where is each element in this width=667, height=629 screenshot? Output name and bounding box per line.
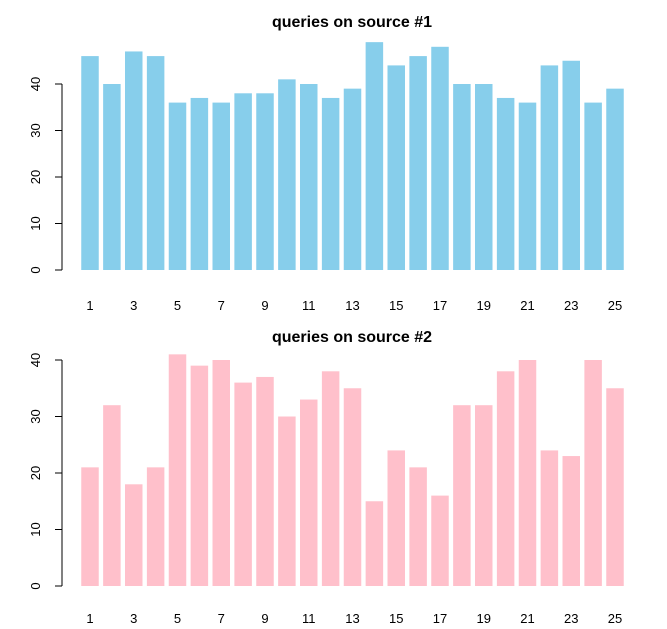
bar-2 bbox=[103, 405, 121, 586]
bar-4 bbox=[146, 56, 165, 270]
y-tick-label: 0 bbox=[28, 266, 43, 273]
bar-3 bbox=[125, 484, 143, 586]
bar-21 bbox=[518, 102, 537, 270]
bar-15 bbox=[387, 450, 405, 586]
bar-20 bbox=[496, 371, 515, 586]
x-tick-label: 17 bbox=[433, 611, 447, 626]
bar-7 bbox=[212, 102, 230, 270]
bar-22 bbox=[540, 65, 559, 271]
bar-2 bbox=[103, 84, 121, 270]
chart-title: queries on source #1 bbox=[272, 14, 432, 31]
bar-9 bbox=[256, 93, 274, 270]
x-tick-label: 17 bbox=[433, 298, 447, 313]
bar-13 bbox=[343, 388, 362, 586]
bar-14 bbox=[365, 42, 384, 271]
bar-25 bbox=[606, 88, 624, 271]
x-tick-label: 23 bbox=[564, 298, 578, 313]
bar-16 bbox=[409, 467, 427, 586]
bar-6 bbox=[190, 365, 209, 586]
y-tick-label: 30 bbox=[28, 409, 43, 423]
x-tick-label: 7 bbox=[218, 298, 225, 313]
bar-19 bbox=[475, 405, 493, 586]
bar-18 bbox=[453, 84, 471, 270]
y-tick-label: 30 bbox=[28, 123, 43, 137]
bar-18 bbox=[453, 405, 471, 586]
bar-25 bbox=[606, 388, 624, 586]
x-tick-label: 19 bbox=[477, 611, 491, 626]
bar-16 bbox=[409, 56, 427, 270]
bar-5 bbox=[168, 354, 187, 586]
y-tick-label: 40 bbox=[28, 353, 43, 367]
bar-4 bbox=[146, 467, 165, 586]
y-tick-label: 40 bbox=[28, 77, 43, 91]
x-tick-label: 23 bbox=[564, 611, 578, 626]
bar-23 bbox=[562, 456, 580, 586]
bar-7 bbox=[212, 360, 230, 586]
y-tick-label: 10 bbox=[28, 216, 43, 230]
bar-21 bbox=[518, 360, 537, 586]
x-tick-label: 1 bbox=[86, 611, 93, 626]
x-tick-label: 13 bbox=[345, 611, 359, 626]
bar-9 bbox=[256, 376, 274, 586]
bar-11 bbox=[300, 399, 318, 586]
x-tick-label: 15 bbox=[389, 611, 403, 626]
bar-6 bbox=[190, 97, 209, 270]
x-tick-label: 21 bbox=[520, 611, 534, 626]
bar-15 bbox=[387, 65, 405, 271]
x-tick-label: 9 bbox=[261, 298, 268, 313]
y-tick-label: 20 bbox=[28, 466, 43, 480]
bar-17 bbox=[431, 46, 449, 270]
x-tick-label: 25 bbox=[608, 298, 622, 313]
bar-1 bbox=[81, 467, 99, 586]
chart-title: queries on source #2 bbox=[272, 329, 432, 346]
bar-8 bbox=[234, 382, 252, 586]
x-tick-label: 21 bbox=[520, 298, 534, 313]
bar-10 bbox=[278, 79, 296, 270]
x-tick-label: 3 bbox=[130, 298, 137, 313]
x-tick-label: 7 bbox=[218, 611, 225, 626]
bar-10 bbox=[278, 416, 296, 586]
x-tick-label: 15 bbox=[389, 298, 403, 313]
bar-11 bbox=[300, 84, 318, 270]
x-tick-label: 19 bbox=[477, 298, 491, 313]
bar-20 bbox=[496, 97, 515, 270]
bar-12 bbox=[321, 371, 340, 586]
bar-13 bbox=[343, 88, 362, 271]
x-tick-label: 5 bbox=[174, 611, 181, 626]
bar-19 bbox=[475, 84, 493, 270]
bar-23 bbox=[562, 60, 580, 270]
x-tick-label: 1 bbox=[86, 298, 93, 313]
bar-12 bbox=[321, 97, 340, 270]
x-tick-label: 11 bbox=[302, 611, 316, 626]
x-tick-label: 9 bbox=[261, 611, 268, 626]
x-tick-label: 13 bbox=[345, 298, 359, 313]
x-tick-label: 3 bbox=[130, 611, 137, 626]
x-tick-label: 25 bbox=[608, 611, 622, 626]
x-tick-label: 11 bbox=[302, 298, 316, 313]
bar-8 bbox=[234, 93, 252, 270]
y-tick-label: 10 bbox=[28, 522, 43, 536]
bar-1 bbox=[81, 56, 99, 270]
bar-5 bbox=[168, 102, 187, 270]
bar-22 bbox=[540, 450, 559, 586]
bar-24 bbox=[584, 102, 602, 270]
y-tick-label: 0 bbox=[28, 582, 43, 589]
bar-14 bbox=[365, 501, 384, 586]
bar-24 bbox=[584, 360, 602, 586]
bar-17 bbox=[431, 495, 449, 586]
y-tick-label: 20 bbox=[28, 170, 43, 184]
x-tick-label: 5 bbox=[174, 298, 181, 313]
bar-3 bbox=[125, 51, 143, 271]
